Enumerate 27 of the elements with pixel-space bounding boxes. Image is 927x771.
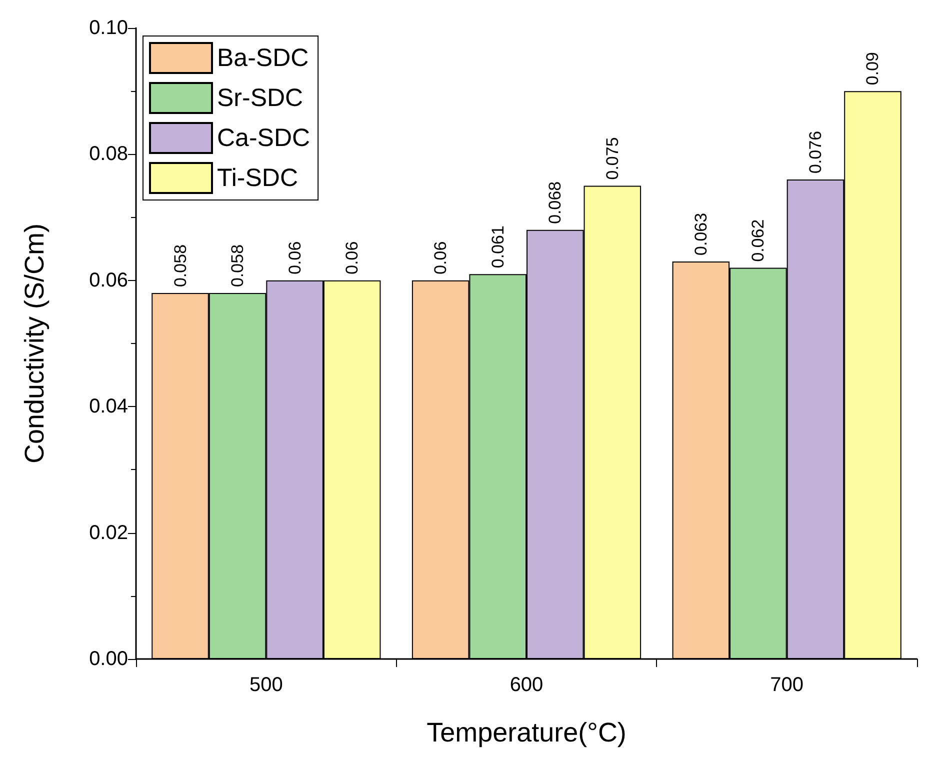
legend-label: Ca-SDC [217,124,310,152]
x-tick-label: 600 [510,674,544,696]
data-label: 0.058 [170,244,190,288]
data-label: 0.063 [691,212,710,256]
legend-label: Ti-SDC [217,164,298,192]
x-tick-label: 500 [249,674,283,696]
legend-label: Sr-SDC [217,84,304,112]
y-tick-label: 0.02 [89,522,128,544]
y-axis-title: Conductivity (S/Cm) [20,223,50,464]
data-label: 0.06 [285,241,304,274]
data-label: 0.06 [431,241,450,274]
y-tick-label: 0.06 [89,269,128,292]
data-label: 0.075 [602,137,622,180]
y-tick-label: 0.08 [89,143,128,166]
data-label: 0.06 [342,241,362,274]
x-tick-label: 700 [770,674,804,696]
y-tick-label: 0.10 [89,17,128,39]
x-axis-title: Temperature(°C) [426,718,626,748]
legend-label: Ba-SDC [217,44,309,72]
data-label: 0.068 [546,181,565,224]
y-tick-label: 0.04 [89,396,128,418]
data-label: 0.062 [748,219,768,262]
data-label: 0.09 [863,52,882,86]
y-tick-label: 0.00 [89,648,128,670]
data-label: 0.058 [228,244,248,288]
data-label: 0.076 [806,130,825,174]
data-label: 0.061 [488,226,508,268]
